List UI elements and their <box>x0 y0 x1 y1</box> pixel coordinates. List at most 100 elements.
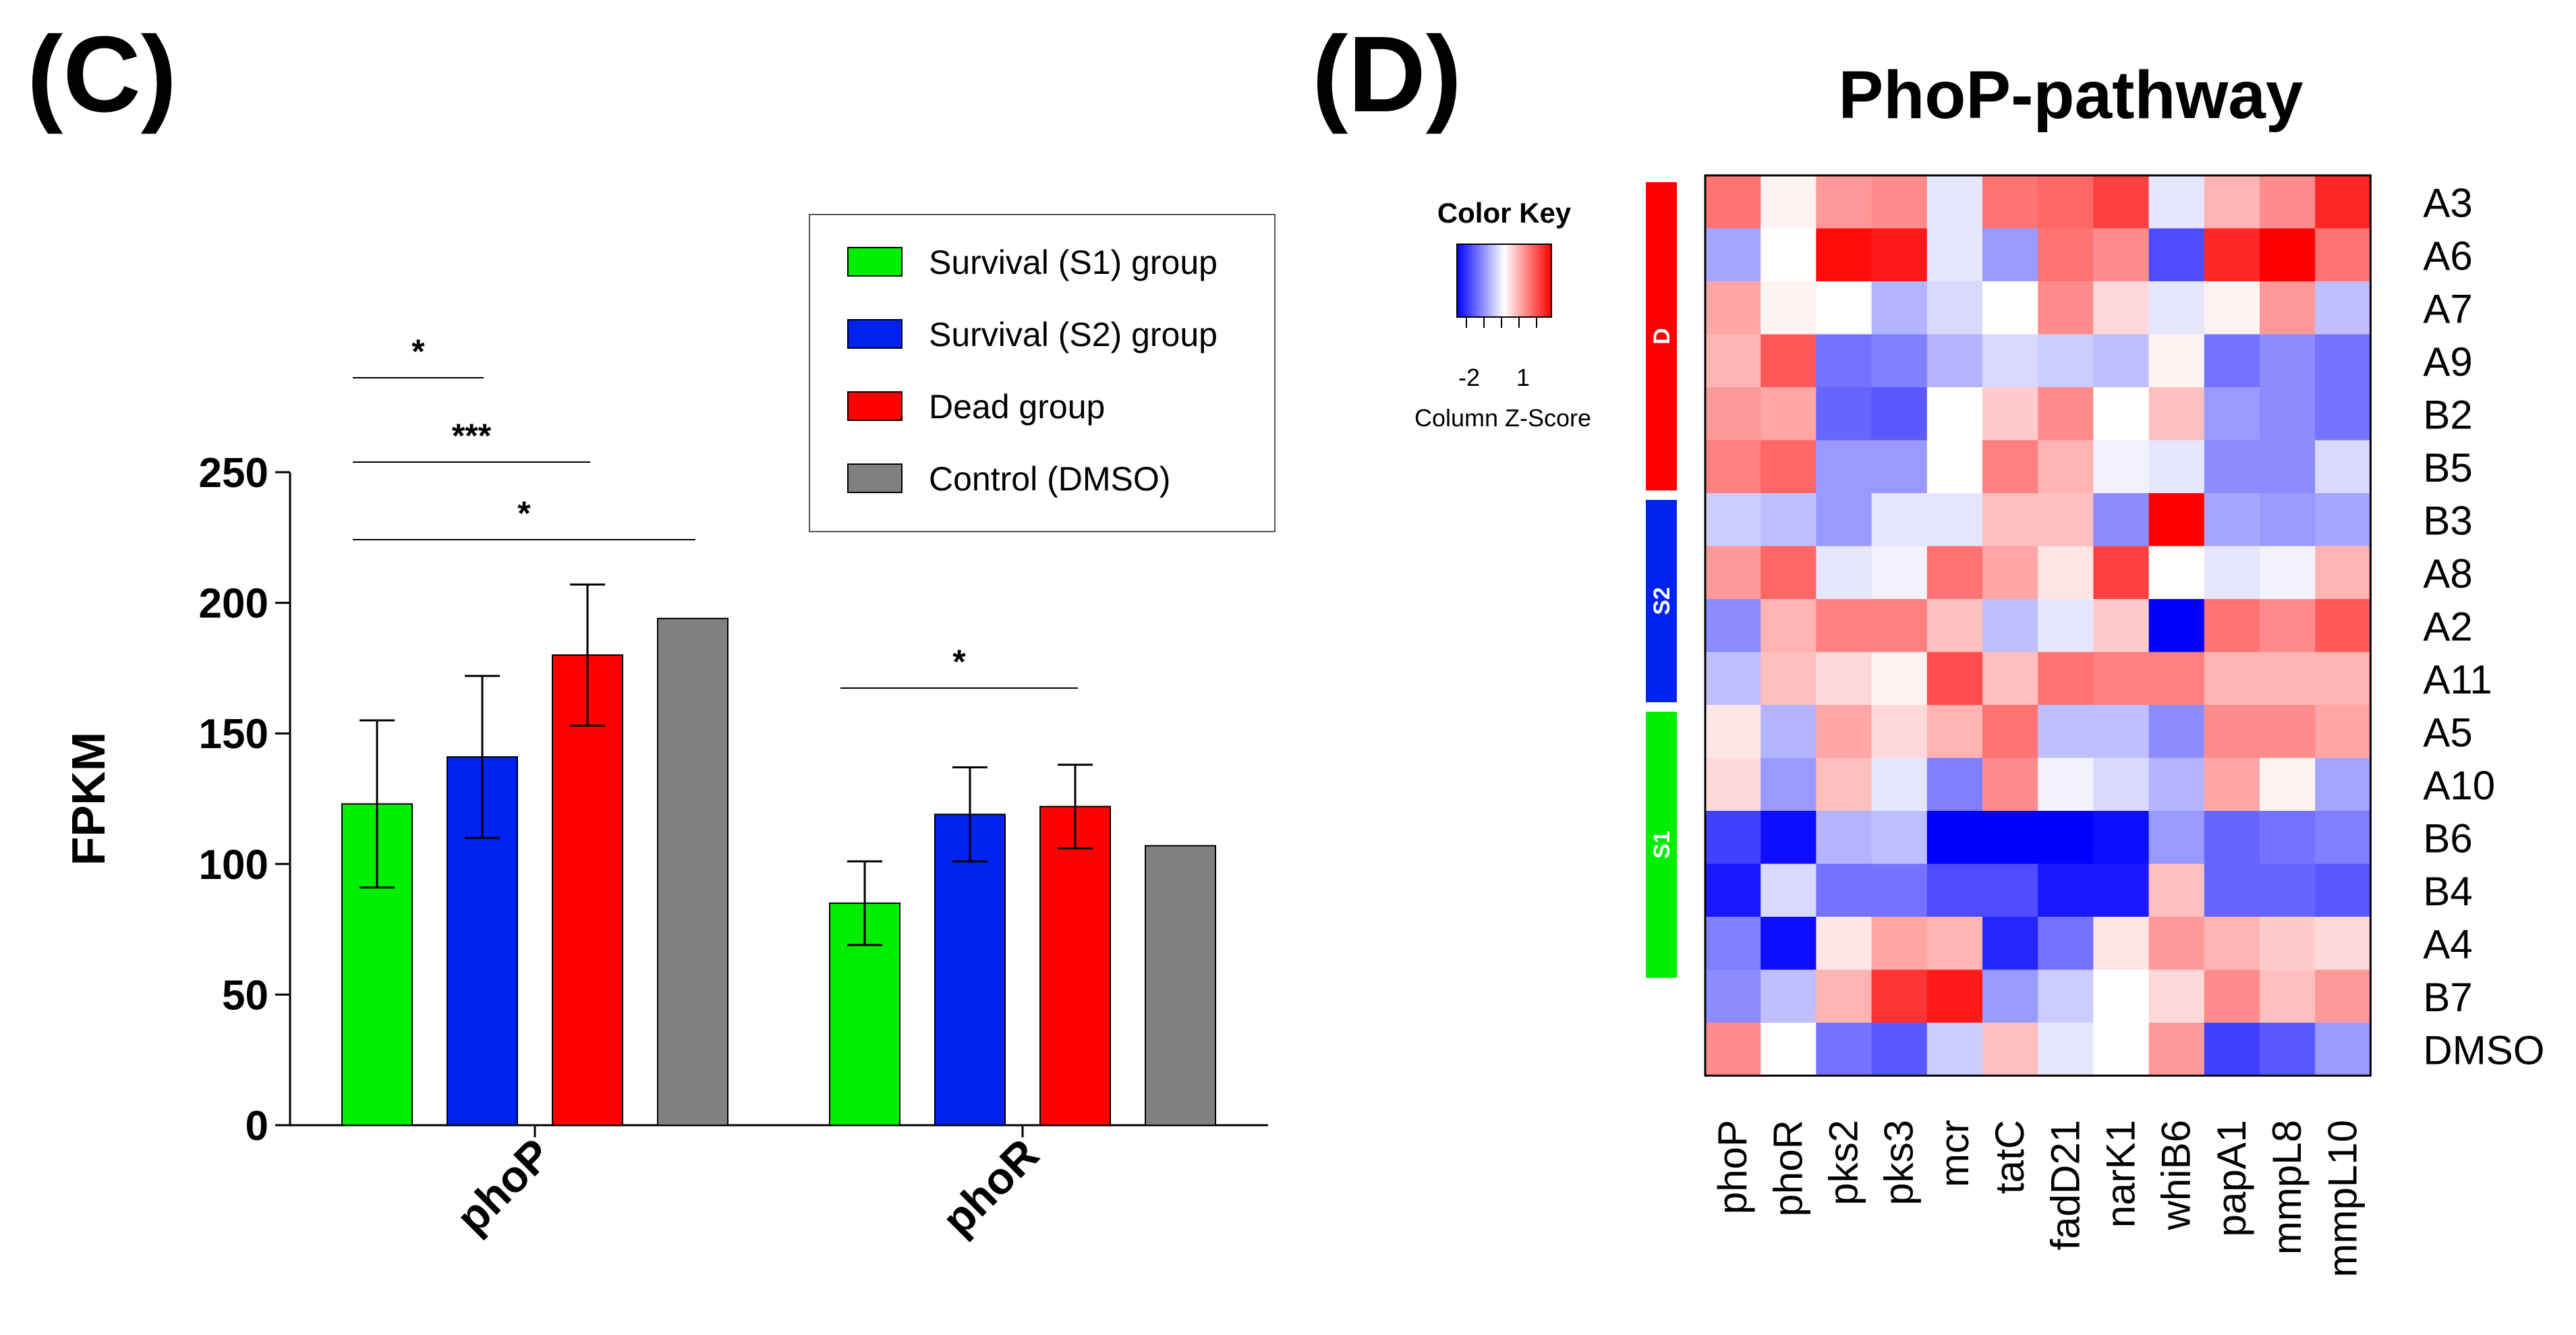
heatmap-cell-A3-fadD21 <box>2038 175 2094 229</box>
row-label-A9: A9 <box>2423 339 2472 385</box>
heatmap-cell-B6-mmpL10 <box>2315 811 2371 865</box>
heatmap-cell-A3-pks3 <box>1871 175 1928 229</box>
heatmap-cell-A4-narK1 <box>2093 917 2150 971</box>
heatmap-cell-A8-pks3 <box>1871 546 1928 600</box>
heatmap-cell-A10-phoP <box>1705 758 1761 812</box>
heatmap-cell-B7-mmpL8 <box>2260 969 2316 1023</box>
heatmap: PhoP-pathway A3 A6 A7 A9 B2 B5 B3 A8 A2 A11 A5 A10 B6… <box>1414 57 2544 1277</box>
heatmap-cell-A10-papA1 <box>2204 758 2260 812</box>
heatmap-cell-A6-pks3 <box>1871 228 1928 282</box>
column-label-mcr: mcr <box>1932 1120 1977 1187</box>
heatmap-cell-B4-phoR <box>1761 863 1816 917</box>
heatmap-cell-A10-mcr <box>1926 758 1983 812</box>
heatmap-cell-A2-pks3 <box>1871 599 1928 653</box>
heatmap-cell-A8-narK1 <box>2093 546 2150 600</box>
heatmap-cell-A8-tatC <box>1982 546 2038 600</box>
heatmap-cell-A8-phoR <box>1761 546 1816 600</box>
heatmap-cell-A7-tatC <box>1982 281 2038 335</box>
heatmap-cell-B5-mcr <box>1926 440 1983 494</box>
heatmap-cell-A6-fadD21 <box>2038 228 2094 282</box>
heatmap-cell-A5-pks2 <box>1816 705 1872 759</box>
heatmap-cell-A10-fadD21 <box>2038 758 2094 812</box>
heatmap-cell-B2-whiB6 <box>2148 387 2205 441</box>
heatmap-cell-B5-phoR <box>1761 440 1816 494</box>
heatmap-cell-B3-fadD21 <box>2038 493 2094 547</box>
heatmap-cell-B4-pks2 <box>1816 863 1872 917</box>
heatmap-cell-B5-mmpL8 <box>2260 440 2316 494</box>
legend-label-1: Survival (S2) group <box>929 316 1218 353</box>
heatmap-cell-A9-fadD21 <box>2038 334 2094 388</box>
column-label-phoR: phoR <box>1765 1120 1810 1216</box>
heatmap-cell-A6-pks2 <box>1816 228 1872 282</box>
heatmap-cell-B6-phoP <box>1705 811 1761 865</box>
heatmap-cell-B5-whiB6 <box>2148 440 2205 494</box>
heatmap-cell-A9-mmpL10 <box>2315 334 2371 388</box>
row-label-A4: A4 <box>2423 921 2472 967</box>
heatmap-cell-A11-fadD21 <box>2038 652 2094 706</box>
bar-phoR-series-2 <box>1039 805 1111 1126</box>
heatmap-cell-DMSO-phoP <box>1705 1023 1761 1077</box>
heatmap-cell-B6-phoR <box>1761 811 1816 865</box>
legend-label-2: Dead group <box>929 388 1105 426</box>
heatmap-cell-A11-pks2 <box>1816 652 1872 706</box>
heatmap-cell-A7-fadD21 <box>2038 281 2094 335</box>
heatmap-cell-A8-mmpL8 <box>2260 546 2316 600</box>
row-group-bar-S2 <box>1646 500 1677 702</box>
column-label-narK1: narK1 <box>2098 1120 2144 1228</box>
heatmap-cell-A6-tatC <box>1982 228 2038 282</box>
heatmap-cell-A5-phoP <box>1705 705 1761 759</box>
heatmap-cell-B5-fadD21 <box>2038 440 2094 494</box>
heatmap-cell-B3-phoR <box>1761 493 1816 547</box>
heatmap-cell-B6-tatC <box>1982 811 2038 865</box>
heatmap-cell-A9-narK1 <box>2093 334 2150 388</box>
heatmap-cell-A2-pks2 <box>1816 599 1872 653</box>
heatmap-cell-A2-papA1 <box>2204 599 2260 653</box>
x-tick-label-phoP: phoP <box>447 1129 561 1243</box>
heatmap-cell-A10-whiB6 <box>2148 758 2205 812</box>
bar-phoP-series-2 <box>552 654 623 1126</box>
legend-swatch-0 <box>847 247 903 277</box>
heatmap-cell-A3-pks2 <box>1816 175 1872 229</box>
heatmap-cell-A2-whiB6 <box>2148 599 2205 653</box>
row-label-B2: B2 <box>2423 392 2472 437</box>
heatmap-cell-B2-pks3 <box>1871 387 1928 441</box>
legend-swatch-1 <box>847 319 903 349</box>
heatmap-cell-A9-pks2 <box>1816 334 1872 388</box>
heatmap-cell-DMSO-tatC <box>1982 1023 2038 1077</box>
row-label-A10: A10 <box>2423 763 2495 808</box>
bar-phoR-series-3 <box>1145 845 1216 1127</box>
heatmap-cell-DMSO-mcr <box>1926 1023 1983 1077</box>
heatmap-cell-B2-mcr <box>1926 387 1983 441</box>
heatmap-cell-A6-mmpL8 <box>2260 228 2316 282</box>
heatmap-cell-B2-pks2 <box>1816 387 1872 441</box>
heatmap-cell-DMSO-papA1 <box>2204 1023 2260 1077</box>
heatmap-cell-A10-mmpL8 <box>2260 758 2316 812</box>
heatmap-cell-A7-pks2 <box>1816 281 1872 335</box>
y-tick-label: 250 <box>199 450 268 496</box>
heatmap-cell-A7-mmpL8 <box>2260 281 2316 335</box>
heatmap-cell-A3-mcr <box>1926 175 1983 229</box>
row-group-label-D: D <box>1649 328 1675 345</box>
heatmap-cell-A6-mmpL10 <box>2315 228 2371 282</box>
heatmap-cell-B7-whiB6 <box>2148 969 2205 1023</box>
color-key-bar <box>1456 244 1552 318</box>
heatmap-cell-A10-mmpL10 <box>2315 758 2371 812</box>
heatmap-cell-A9-pks3 <box>1871 334 1928 388</box>
column-label-mmpL10: mmpL10 <box>2320 1120 2365 1277</box>
heatmap-cell-DMSO-narK1 <box>2093 1023 2150 1077</box>
heatmap-cell-A8-pks2 <box>1816 546 1872 600</box>
heatmap-cell-DMSO-whiB6 <box>2148 1023 2205 1077</box>
heatmap-cell-A7-mmpL10 <box>2315 281 2371 335</box>
heatmap-cell-A9-phoR <box>1761 334 1816 388</box>
heatmap-cell-A2-phoP <box>1705 599 1761 653</box>
heatmap-cell-B3-phoP <box>1705 493 1761 547</box>
heatmap-cell-A7-whiB6 <box>2148 281 2205 335</box>
legend-label-3: Control (DMSO) <box>929 460 1170 498</box>
heatmap-cell-A5-narK1 <box>2093 705 2150 759</box>
heatmap-cell-B7-narK1 <box>2093 969 2150 1023</box>
heatmap-cell-B5-tatC <box>1982 440 2038 494</box>
row-label-A11: A11 <box>2423 657 2492 702</box>
heatmap-cell-A11-narK1 <box>2093 652 2150 706</box>
